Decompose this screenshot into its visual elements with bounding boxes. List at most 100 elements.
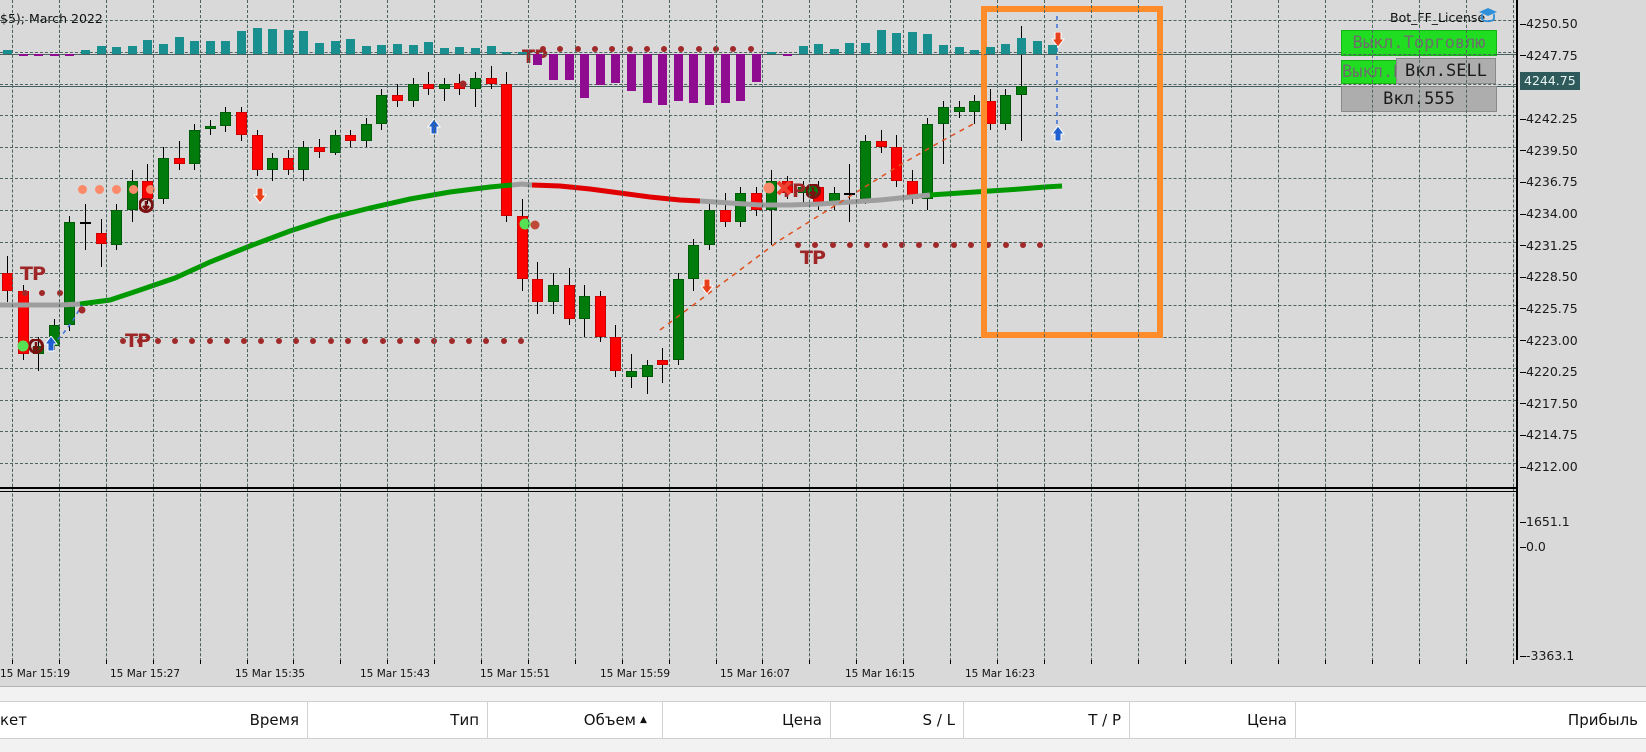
time-axis-tick-mark [1090,660,1092,664]
time-axis-tick-mark [903,660,905,664]
grid-line-vertical [1090,0,1092,751]
take-profit-label: TP [800,247,826,269]
col-header-account[interactable]: кет [0,711,27,729]
price-axis-tick: 4239.50 [1520,142,1578,158]
candle-body [298,146,310,170]
volume-bar [861,42,870,54]
take-profit-dot [327,338,334,345]
candle-body [501,83,513,216]
candle-wick [1021,26,1022,141]
take-profit-dot [154,338,161,345]
highlight-rectangle[interactable] [981,6,1163,338]
candle-wick [646,359,648,394]
take-profit-dot [812,241,819,248]
col-header-volume[interactable]: Объем [488,702,663,738]
volume-bar [970,50,980,54]
take-profit-dot [310,338,317,345]
take-profit-dot [275,338,282,345]
candlestick [828,187,840,210]
time-axis-tick: 15 Mar 16:15 [845,668,916,680]
take-profit-dot [881,241,888,248]
sell-entry-arrow-icon [253,188,267,204]
take-profit-label: TP [20,263,46,285]
price-axis-tick: 4223.00 [1520,332,1578,348]
volume-bar [159,43,168,54]
time-axis-tick-mark [1137,660,1139,664]
volume-bar [1032,40,1042,54]
candle-body [891,146,903,182]
take-profit-dot [695,46,702,52]
candlestick [204,120,216,136]
grid-line-horizontal [0,83,1646,85]
candlestick [360,118,372,147]
col-header-sl[interactable]: S / L [831,702,964,738]
take-profit-dot [730,46,737,52]
grid-line-vertical [1184,0,1186,751]
grid-line-vertical [668,0,670,751]
candle-body [267,158,279,170]
candle-body [376,95,388,124]
col-header-tp[interactable]: T / P [964,702,1130,738]
grid-line-vertical [1278,0,1280,751]
symbol-label: $5); March 2022 [0,11,103,26]
take-profit-dot [1019,241,1026,248]
grid-line-horizontal [0,368,1646,370]
volume-bar [533,54,543,65]
grid-line-vertical [762,0,764,751]
sell-entry-arrow-icon [1051,32,1065,48]
volume-bar [127,46,137,54]
price-axis-tick: 4214.75 [1520,427,1578,443]
price-axis-tick: 4234.00 [1520,206,1578,221]
take-profit-dot [898,241,905,248]
candle-body [220,112,232,127]
candlestick [906,169,918,205]
grid-line-horizontal [0,431,1646,433]
time-axis-tick-mark [1512,660,1514,664]
candlestick [251,129,263,176]
candle-body [719,210,731,222]
time-axis-tick: 15 Mar 15:51 [480,668,551,680]
candlestick [376,89,388,130]
candlestick [392,83,403,107]
take-profit-dot [574,46,581,52]
take-profit-dot [137,338,144,345]
time-axis-tick: 15 Mar 15:19 [0,668,71,680]
time-axis-tick-mark [293,660,295,664]
time-axis-tick-mark [58,660,60,664]
candle-body [158,158,169,199]
candle-wick [38,336,40,371]
candle-body [360,123,372,141]
candlestick [922,118,934,210]
time-axis[interactable]: 15 Mar 15:19 15 Mar 15:27 15 Mar 15:35 15 M… [0,660,1646,686]
sell-order-circle-icon [29,339,44,354]
col-header-type[interactable]: Тип [308,702,488,738]
volume-bar [829,48,839,54]
volume-bar [1048,45,1058,54]
grid-line-horizontal [0,463,1646,464]
volume-bar [1017,38,1026,54]
volume-bar [190,40,200,54]
order-dot-icon [530,220,540,230]
col-header-time[interactable]: Время [27,702,308,738]
take-profit-dot [223,338,230,345]
candlestick [345,129,357,147]
order-dot-icon [78,306,86,314]
take-profit-dot [293,338,299,345]
candlestick [236,106,247,141]
grid-line-horizontal [0,115,1646,117]
time-axis-tick-mark [387,660,389,664]
col-header-price2[interactable]: Цена [1130,702,1296,738]
col-header-price[interactable]: Цена [663,702,831,738]
col-header-profit[interactable]: Прибыль [1567,711,1638,729]
toggle-sell-button[interactable]: Вкл.SELL [1396,58,1496,84]
price-axis[interactable]: 4250.50 4247.75 4242.25 4239.50 4236.75 4234.… [1516,0,1646,663]
time-axis-tick-mark [621,660,623,664]
candle-body [641,365,653,377]
volume-bar [814,43,824,54]
volume-bar [174,36,184,54]
take-profit-dot [795,241,801,248]
grid-line-vertical [199,0,201,751]
candlestick [548,273,559,314]
candlestick [860,135,871,205]
